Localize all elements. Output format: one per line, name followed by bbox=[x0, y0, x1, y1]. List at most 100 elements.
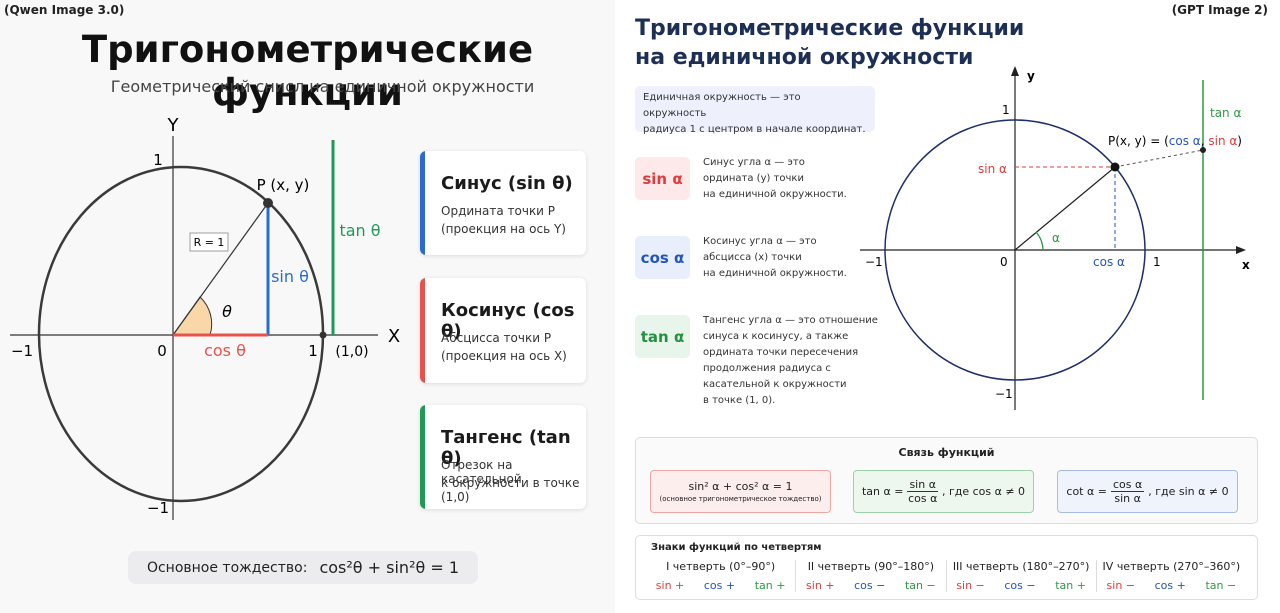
quadrant: III четверть (180°–270°) sin − cos − tan + bbox=[945, 560, 1096, 592]
unit-circle-diagram: R = 1 Y X 1 −1 −1 1 0 (1,0) P (x, y) θ s… bbox=[10, 115, 400, 520]
identity-formula: sin² α + cos² α = 1 bbox=[688, 480, 793, 493]
item-line: абсцисса (x) точки bbox=[703, 252, 802, 263]
y-axis-label: y bbox=[1027, 69, 1035, 83]
radius-extension bbox=[1114, 149, 1204, 168]
point-label-part: sin α bbox=[1208, 134, 1237, 148]
card-line: (проекция на ось Y) bbox=[441, 222, 566, 236]
x-axis-label: x bbox=[1242, 258, 1250, 272]
title: Тригонометрические функции bbox=[81, 28, 534, 114]
card-line: Ордината точки P bbox=[441, 204, 556, 218]
x-axis-label: X bbox=[388, 326, 400, 347]
sign: tan + bbox=[754, 579, 786, 592]
y-top-label: 1 bbox=[1002, 103, 1010, 117]
sign: cos + bbox=[703, 579, 736, 592]
badge: sin α bbox=[635, 157, 690, 200]
formula-lhs: tan α = bbox=[861, 485, 904, 498]
cos-label: cos θ bbox=[204, 341, 246, 360]
sign: tan − bbox=[904, 579, 936, 592]
x-left-label: −1 bbox=[11, 342, 33, 360]
card-accent bbox=[420, 405, 425, 509]
y-arrow bbox=[1011, 66, 1019, 76]
info-card: Косинус (cos θ) Абсцисса точки P (проекц… bbox=[420, 278, 586, 383]
item-line: в точке (1, 0). bbox=[703, 395, 776, 406]
tangent-point bbox=[1200, 147, 1206, 153]
quadrant-name: I четверть (0°–90°) bbox=[666, 560, 776, 573]
item-line: Синус угла α — это bbox=[703, 157, 805, 168]
radius-label-box bbox=[189, 232, 229, 252]
item-line: на единичной окружности. bbox=[703, 268, 847, 279]
x-right-label: 1 bbox=[1153, 255, 1161, 269]
panel-tag: (Qwen Image 3.0) bbox=[4, 3, 125, 17]
formula-condition: , где cos α ≠ 0 bbox=[941, 485, 1026, 498]
identity-box: Основное тождество: cos²θ + sin²θ = 1 bbox=[128, 551, 478, 584]
intro-line: Единичная окружность — это окружность bbox=[643, 92, 801, 119]
relations-title: Связь функций bbox=[898, 446, 995, 459]
card-line: к окружности в точке (1,0) bbox=[441, 476, 580, 504]
tan-label: tan θ bbox=[339, 221, 380, 240]
card-line: Отрезок на касательной bbox=[441, 458, 522, 486]
denominator: cos α bbox=[908, 492, 938, 505]
sin-label: sin θ bbox=[271, 267, 309, 286]
point-label-part: P(x, y) = ( bbox=[1108, 134, 1169, 148]
identity-note: (основное тригонометрическое тождество) bbox=[659, 495, 822, 503]
radius bbox=[1014, 166, 1116, 251]
panel-tag: (GPT Image 2) bbox=[1171, 3, 1268, 17]
radius bbox=[172, 202, 269, 336]
x-left-label: −1 bbox=[865, 255, 883, 269]
origin-label: 0 bbox=[157, 342, 167, 360]
right-panel: (GPT Image 2) Тригонометрические функции… bbox=[620, 0, 1280, 613]
radius-label: R = 1 bbox=[194, 236, 225, 249]
angle-label: θ bbox=[222, 302, 232, 321]
formula-box: cot α = cos α sin α , где sin α ≠ 0 bbox=[1057, 470, 1238, 513]
info-card: Синус (sin θ) Ордината точки P (проекция… bbox=[420, 151, 586, 255]
quadrant-name: III четверть (180°–270°) bbox=[952, 560, 1090, 573]
quadrant: II четверть (90°–180°) sin + cos − tan − bbox=[795, 560, 945, 592]
point-p bbox=[1110, 162, 1120, 172]
formula-box: tan α = sin α cos α , где cos α ≠ 0 bbox=[853, 470, 1034, 513]
item-line: Косинус угла α — это bbox=[703, 236, 817, 247]
sin-label: sin α bbox=[978, 162, 1007, 176]
badge: tan α bbox=[635, 315, 690, 358]
left-panel: (Qwen Image 3.0) Тригонометрические функ… bbox=[0, 0, 615, 613]
sign: sin + bbox=[655, 579, 685, 592]
item-text: Косинус угла α — это абсцисса (x) точки … bbox=[703, 234, 847, 282]
item-line: на единичной окружности. bbox=[703, 189, 847, 200]
badge: cos α bbox=[635, 236, 690, 279]
card-accent bbox=[420, 278, 425, 383]
circle bbox=[884, 119, 1146, 381]
point-p bbox=[263, 198, 273, 208]
subtitle: Геометрический снисл на единичной окружн… bbox=[110, 77, 535, 96]
point-label-part: cos α bbox=[1169, 134, 1201, 148]
sign: sin − bbox=[1106, 579, 1136, 592]
quadrant-signs: sin + cos − tan − bbox=[796, 579, 945, 592]
formula-condition: , где sin α ≠ 0 bbox=[1148, 485, 1229, 498]
quadrants-row: I четверть (0°–90°) sin + cos + tan + II чет… bbox=[646, 560, 1246, 592]
relations-box: Связь функций sin² α + cos² α = 1 (основ… bbox=[635, 437, 1258, 524]
quadrants-title: Знаки функций по четвертям bbox=[651, 542, 822, 553]
card-title: Косинус (cos θ) bbox=[441, 300, 575, 342]
quadrant: I четверть (0°–90°) sin + cos + tan + bbox=[646, 560, 795, 592]
sign: tan − bbox=[1205, 579, 1237, 592]
angle-arc bbox=[1035, 231, 1044, 251]
fraction: sin α cos α bbox=[907, 478, 938, 505]
quadrant-signs: sin − cos + tan − bbox=[1097, 579, 1246, 592]
quadrant-name: IV четверть (270°–360°) bbox=[1102, 560, 1241, 573]
sign: sin − bbox=[956, 579, 985, 592]
y-top-label: 1 bbox=[153, 151, 163, 169]
item-text: Синус угла α — это ордината (y) точки на… bbox=[703, 155, 847, 203]
denominator: sin α bbox=[1114, 492, 1141, 505]
sign: tan + bbox=[1055, 579, 1086, 592]
identity-formula: cos²θ + sin²θ = 1 bbox=[319, 558, 460, 577]
y-bottom-label: −1 bbox=[995, 387, 1013, 401]
title: Тригонометрические функции на единичной … bbox=[635, 14, 1024, 72]
title-line: на единичной окружности bbox=[635, 45, 974, 70]
tan-label: tan α bbox=[1210, 106, 1241, 120]
quadrant-signs: sin − cos − tan + bbox=[947, 579, 1096, 592]
x-arrow bbox=[1236, 246, 1246, 254]
y-axis-label: Y bbox=[167, 115, 180, 136]
numerator: sin α bbox=[907, 478, 938, 492]
item-line: синуса к косинусу, а также bbox=[703, 331, 849, 342]
item-line: продолжения радиуса с bbox=[703, 363, 831, 374]
point-label-part: ) bbox=[1237, 134, 1242, 148]
angle-wedge bbox=[172, 296, 213, 336]
